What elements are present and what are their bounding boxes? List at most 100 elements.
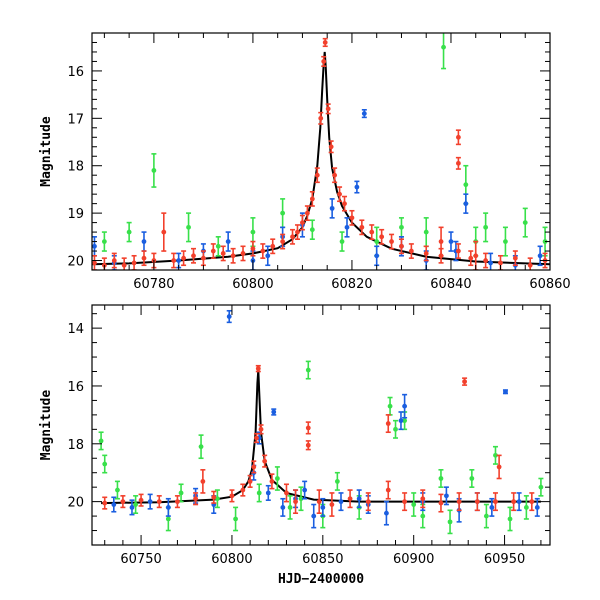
data-point-green <box>411 492 417 517</box>
data-point-red <box>283 483 289 503</box>
data-point-red <box>321 55 327 67</box>
data-point-blue <box>374 245 380 267</box>
data-point-blue <box>225 231 231 252</box>
data-point-red <box>420 489 426 509</box>
data-point-red <box>369 224 375 240</box>
data-point-blue <box>141 231 147 252</box>
data-point-red <box>250 240 256 257</box>
data-point-green <box>334 471 340 491</box>
data-point-green <box>198 434 204 460</box>
data-point-blue <box>265 245 271 267</box>
data-point-blue <box>111 496 117 513</box>
data-point-red <box>138 493 144 507</box>
plot-frame <box>91 304 551 546</box>
data-point-red <box>102 496 108 510</box>
x-tick-label: 60840 <box>430 277 471 292</box>
data-point-green <box>151 153 157 188</box>
data-point-red <box>260 243 266 259</box>
data-point-blue <box>398 411 404 431</box>
data-point-blue <box>226 309 232 324</box>
data-point-green <box>523 495 529 520</box>
data-point-blue <box>338 492 344 512</box>
y-axis-title: Magnitude <box>39 116 54 187</box>
data-point-green <box>502 226 508 257</box>
data-point-red <box>240 245 246 262</box>
data-point-green <box>507 506 513 532</box>
data-point-green <box>133 495 139 514</box>
plot-frame <box>91 32 551 271</box>
x-tick-label: 60750 <box>120 552 161 567</box>
data-point-red <box>174 495 180 509</box>
data-point-red <box>322 37 328 48</box>
data-point-red <box>240 483 246 497</box>
x-tick-label: 60800 <box>232 277 273 292</box>
data-point-red <box>251 460 257 474</box>
data-point-red <box>258 424 264 435</box>
data-point-red <box>293 489 299 514</box>
bottom-panel: 60750 60800 60850 60900 60950 14 16 18 20 Magnitu… <box>39 304 551 587</box>
data-point-red <box>492 492 498 512</box>
data-point-red <box>141 250 147 267</box>
y-tick-label: 18 <box>67 438 84 453</box>
data-point-green <box>215 236 221 257</box>
data-point-red <box>269 473 275 490</box>
data-point-green <box>101 231 107 252</box>
data-point-red <box>529 492 535 512</box>
data-point-green <box>102 454 108 474</box>
data-point-green <box>256 483 262 503</box>
top-panel: 60780 60800 60820 60840 60860 16 17 18 19 20 Magni… <box>39 32 571 292</box>
data-point-green <box>398 217 404 238</box>
data-point-red <box>156 495 162 509</box>
data-point-red <box>389 233 395 250</box>
data-point-red <box>385 480 391 500</box>
data-point-red <box>290 228 296 245</box>
data-point-red <box>455 156 461 170</box>
data-point-blue <box>361 108 367 119</box>
data-point-red <box>328 140 334 154</box>
data-point-green <box>447 509 453 535</box>
data-point-blue <box>329 198 335 219</box>
data-point-red <box>337 186 343 203</box>
data-point-green <box>438 469 444 488</box>
data-point-red <box>496 454 502 480</box>
y-tick-label: 16 <box>67 65 84 80</box>
plot-area <box>92 33 550 270</box>
data-point-red <box>200 250 206 267</box>
data-point-red <box>111 252 117 269</box>
model-curve <box>101 370 541 505</box>
data-point-red <box>318 111 324 125</box>
data-point-red <box>332 167 338 184</box>
data-point-blue <box>92 236 97 257</box>
data-point-blue <box>489 497 495 517</box>
data-point-red <box>92 254 97 270</box>
x-tick-label: 60850 <box>302 552 343 567</box>
data-point-red <box>423 245 429 262</box>
data-point-red <box>455 243 461 259</box>
data-point-red <box>342 195 348 212</box>
y-tick-label: 18 <box>67 160 84 175</box>
data-point-red <box>262 454 268 468</box>
data-point-blue <box>320 497 326 517</box>
data-point-red <box>211 490 217 504</box>
data-point-red <box>402 492 408 512</box>
x-tick-label: 60820 <box>331 277 372 292</box>
data-point-green <box>522 207 528 238</box>
data-point-red <box>161 212 167 252</box>
data-point-blue <box>534 497 540 517</box>
data-point-blue <box>344 217 350 238</box>
data-point-red <box>325 103 331 115</box>
data-point-red <box>210 243 216 259</box>
data-point-red <box>512 250 518 267</box>
data-point-green <box>298 486 304 512</box>
data-point-blue <box>356 489 362 509</box>
data-point-red <box>193 492 199 506</box>
data-point-red <box>270 238 276 255</box>
data-point-red <box>438 493 444 513</box>
data-point-red <box>474 492 480 512</box>
data-point-green <box>441 33 447 70</box>
data-point-blue <box>537 245 543 267</box>
data-point-red <box>280 233 286 250</box>
data-point-green <box>423 217 429 248</box>
data-point-red <box>191 247 197 264</box>
